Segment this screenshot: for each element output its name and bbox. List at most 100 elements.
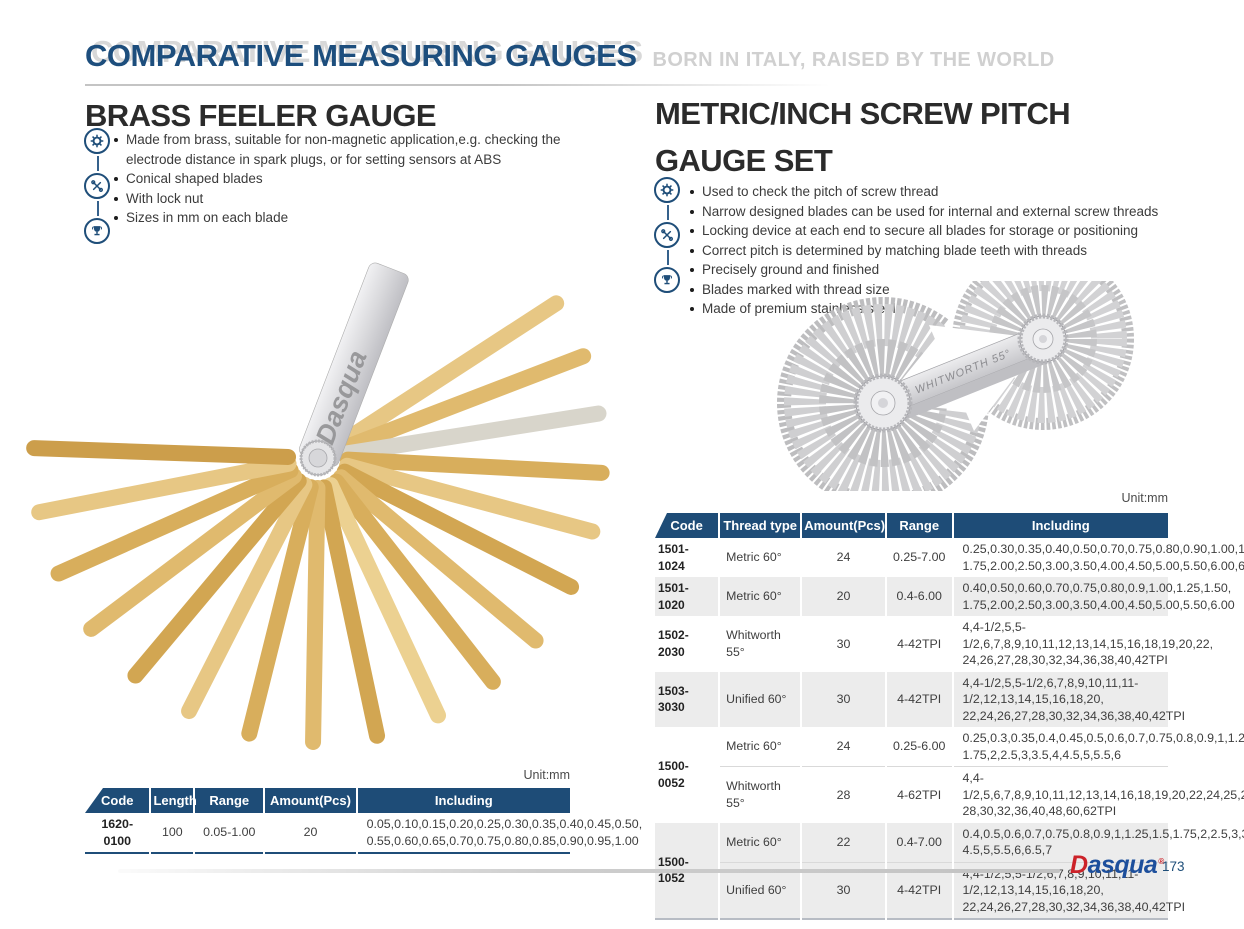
cell-including: 0.40,0.50,0.60,0.70,0.75,0.80,0.9,1.00,1…	[951, 577, 1235, 616]
feature-item: Conical shaped blades	[112, 169, 567, 189]
cell-thread-type: Unified 60°	[718, 671, 802, 727]
cell-length: 100	[149, 813, 195, 853]
table-row: 1500-1052 Metric 60° 22 0.4-7.00 0.4,0.5…	[655, 822, 1244, 919]
cell-including: 0.4,0.5,0.6,0.7,0.75,0.8,0.9,1,1.25,1.5,…	[951, 822, 1244, 862]
feature-icon-rail-right	[654, 177, 682, 293]
gauge-lock-nut-left	[853, 373, 913, 433]
section-title-brass-feeler-gauge: BRASS FEELER GAUGE	[85, 98, 437, 133]
col-header-amount: Amount(Pcs)	[263, 788, 357, 813]
cell-thread-type: Whitworth 55°	[718, 616, 802, 672]
including-line: 4,4-1/2,5,5-1/2,6,7,8,9,10,11,12,13,14,1…	[962, 620, 1214, 651]
including-line: 28,30,32,36,40,48,60,62TPI	[962, 804, 1117, 818]
col-header-range: Range	[884, 513, 953, 538]
trophy-icon	[654, 267, 680, 293]
feature-item: Correct pitch is determined by matching …	[688, 241, 1193, 261]
cell-range: 4-42TPI	[884, 616, 953, 672]
page-title: COMPARATIVE MEASURING GAUGES	[85, 38, 637, 73]
cell-range: 0.05-1.00	[193, 813, 265, 853]
table-row: 1500-0052 Metric 60° 24 0.25-6.00 0.25,0…	[655, 727, 1244, 790]
including-line: 0.55,0.60,0.65,0.70,0.75,0.80,0.85,0.90,…	[366, 833, 639, 848]
feature-item: Blades marked with thread size	[688, 280, 1193, 300]
cell-code: 1620-0100	[101, 817, 134, 848]
feature-item: Precisely ground and finished	[688, 260, 1193, 280]
brand-tagline: BORN IN ITALY, RAISED BY THE WORLD	[652, 49, 1055, 71]
gear-icon	[654, 177, 680, 203]
cell-including: 0.05,0.10,0.15,0.20,0.25,0.30,0.35,0.40,…	[355, 813, 643, 853]
cell-amount: 24	[800, 727, 886, 767]
including-line: 22,24,26,27,28,30,32,34,36,38,40,42TPI	[962, 899, 1186, 914]
including-line: 4,4-1/2,5,5-1/2,6,7,8,9,10,11,11-1/2,12,…	[962, 675, 1139, 707]
crossed-tools-icon	[654, 222, 680, 248]
col-header-thread-type: Thread type	[718, 513, 802, 538]
cell-amount: 22	[800, 822, 886, 862]
including-line: 0.25,0.3,0.35,0.4,0.45,0.5,0.6,0.7,0.75,…	[962, 731, 1244, 745]
rail-connector	[667, 205, 669, 220]
dasqua-logo: Dasqua®	[1070, 851, 1164, 880]
section-title-screw-pitch-gauge: METRIC/INCH SCREW PITCH GAUGE SET	[655, 90, 1145, 184]
cell-thread-type: Metric 60°	[718, 577, 802, 616]
masthead-divider	[85, 84, 830, 86]
page-number: 173	[1162, 859, 1185, 874]
col-header-code: Code	[85, 788, 151, 813]
cell-range: 0.4-6.00	[884, 577, 953, 616]
rail-connector	[97, 156, 99, 171]
brass-feeler-gauge-table: Code Length Range Amount(Pcs) Including …	[85, 788, 643, 854]
cell-thread-type: Metric 60°	[718, 822, 802, 862]
feeler-blade-fan	[25, 292, 611, 751]
feature-item: With lock nut	[112, 189, 567, 209]
cell-including: 0.25,0.3,0.35,0.4,0.45,0.5,0.6,0.7,0.75,…	[951, 727, 1244, 767]
rail-connector	[667, 250, 669, 265]
col-header-range: Range	[193, 788, 265, 813]
feature-item: Sizes in mm on each blade	[112, 208, 567, 228]
unit-label-left: Unit:mm	[523, 768, 570, 782]
cell-including: 4,4-1/2,5,5-1/2,6,7,8,9,10,11,11-1/2,12,…	[951, 671, 1185, 727]
cell-code: 1500-0052	[658, 759, 689, 790]
including-line: 0.25,0.30,0.35,0.40,0.50,0.70,0.75,0.80,…	[962, 542, 1244, 556]
col-header-including: Including	[951, 513, 1168, 538]
cell-code: 1503-3030	[655, 671, 720, 727]
cell-range: 0.4-7.00	[884, 822, 953, 862]
col-header-including: Including	[355, 788, 570, 813]
cell-range: 0.25-6.00	[884, 727, 953, 767]
cell-amount: 28	[800, 766, 886, 823]
rail-connector	[97, 201, 99, 216]
table-header-row: Code Length Range Amount(Pcs) Including	[85, 788, 570, 813]
feature-item: Used to check the pitch of screw thread	[688, 182, 1193, 202]
cell-range: 4-62TPI	[884, 766, 953, 823]
cell-amount: 20	[800, 577, 886, 616]
trophy-icon	[84, 218, 110, 244]
cell-range: 0.25-7.00	[884, 538, 953, 577]
masthead: COMPARATIVE MEASURING GAUGES BORN IN ITA…	[85, 38, 1055, 74]
including-line: 4,4-1/2,5,6,7,8,9,10,11,12,13,14,16,18,1…	[962, 771, 1244, 802]
feature-icon-rail-left	[84, 128, 112, 244]
screw-pitch-gauge-table: Code Thread type Amount(Pcs) Range Inclu…	[655, 513, 1244, 920]
cell-including: 0.25,0.30,0.35,0.40,0.50,0.70,0.75,0.80,…	[951, 538, 1244, 577]
including-line: 1.75,2,2.5,3,3.5,4,4.5,5,5.5,6	[962, 747, 1121, 762]
feature-list-right: Used to check the pitch of screw thread …	[688, 182, 1193, 319]
including-line: 0.40,0.50,0.60,0.70,0.75,0.80,0.9,1.00,1…	[962, 581, 1232, 595]
cell-amount: 30	[800, 616, 886, 672]
section-title-line1: METRIC/INCH SCREW PITCH	[655, 96, 1071, 131]
including-line: 0.05,0.10,0.15,0.20,0.25,0.30,0.35,0.40,…	[366, 817, 643, 831]
cell-including: 4,4-1/2,5,5-1/2,6,7,8,9,10,11,12,13,14,1…	[951, 616, 1214, 672]
including-line: 1.75,2.00,2.50,3.00,3.50,4.00,4.50,5.00,…	[962, 597, 1235, 612]
feature-item: Made from brass, suitable for non-magnet…	[112, 130, 567, 169]
crossed-tools-icon	[84, 173, 110, 199]
including-line: 1.75,2.00,2.50,3.00,3.50,4.00,4.50,5.00,…	[962, 558, 1244, 573]
feature-list-left: Made from brass, suitable for non-magnet…	[112, 130, 567, 228]
cell-amount: 20	[263, 813, 357, 853]
unit-label-right: Unit:mm	[1121, 491, 1168, 505]
registered-mark: ®	[1158, 856, 1164, 866]
gear-icon	[84, 128, 110, 154]
section-title-line2: GAUGE SET	[655, 143, 833, 178]
cell-amount: 24	[800, 538, 886, 577]
screw-pitch-gauge-photo: WHITWORTH 55°	[777, 281, 1134, 491]
logo-letter-d: D	[1070, 851, 1088, 879]
logo-rest: asqua	[1087, 851, 1158, 879]
cell-thread-type: Metric 60°	[718, 538, 802, 577]
footer-divider	[118, 869, 1060, 873]
table-row: 1502-2030 Whitworth 55° 30 4-42TPI 4,4-1…	[655, 616, 1214, 672]
col-header-amount: Amount(Pcs)	[800, 513, 886, 538]
cell-thread-type: Metric 60°	[718, 727, 802, 767]
